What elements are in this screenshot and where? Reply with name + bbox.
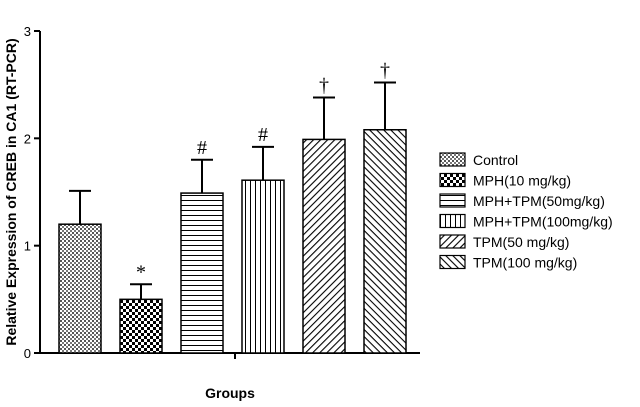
significance-marker: † bbox=[380, 60, 390, 82]
bar-1 bbox=[58, 223, 102, 354]
significance-marker: # bbox=[258, 124, 268, 146]
legend-label: Control bbox=[473, 152, 518, 168]
significance-marker: * bbox=[136, 261, 146, 283]
y-tick-label: 0 bbox=[24, 346, 31, 361]
bar-6 bbox=[363, 128, 407, 354]
y-axis: 0 1 2 3 bbox=[24, 24, 41, 361]
bars: * # # † † bbox=[58, 60, 407, 354]
bar-2 bbox=[119, 298, 163, 354]
legend-swatch bbox=[439, 152, 466, 167]
y-axis-title: Relative Expression of CREB in CA1 (RT-P… bbox=[3, 38, 19, 345]
legend-swatch bbox=[439, 234, 466, 249]
y-tick-label: 2 bbox=[24, 131, 31, 146]
legend-label: MPH+TPM(100mg/kg) bbox=[473, 214, 613, 230]
legend-swatch bbox=[439, 254, 466, 270]
significance-marker: # bbox=[197, 137, 207, 159]
legend-swatch bbox=[439, 172, 466, 188]
bar-3 bbox=[180, 192, 224, 354]
legend: Control MPH(10 mg/kg) MPH+TPM(50mg/kg) MPH+… bbox=[439, 152, 613, 271]
legend-label: MPH+TPM(50mg/kg) bbox=[473, 193, 605, 209]
significance-marker: † bbox=[319, 75, 329, 97]
x-axis bbox=[40, 352, 420, 359]
y-tick-label: 1 bbox=[24, 239, 31, 254]
legend-label: TPM(50 mg/kg) bbox=[473, 234, 569, 250]
x-axis-title: Groups bbox=[205, 385, 255, 401]
legend-label: TPM(100 mg/kg) bbox=[473, 255, 577, 271]
legend-swatch bbox=[439, 193, 466, 208]
legend-swatch bbox=[439, 213, 466, 229]
bar-5 bbox=[302, 138, 346, 354]
y-tick-label: 3 bbox=[24, 24, 31, 39]
bar-4 bbox=[241, 179, 285, 354]
legend-label: MPH(10 mg/kg) bbox=[473, 173, 571, 189]
